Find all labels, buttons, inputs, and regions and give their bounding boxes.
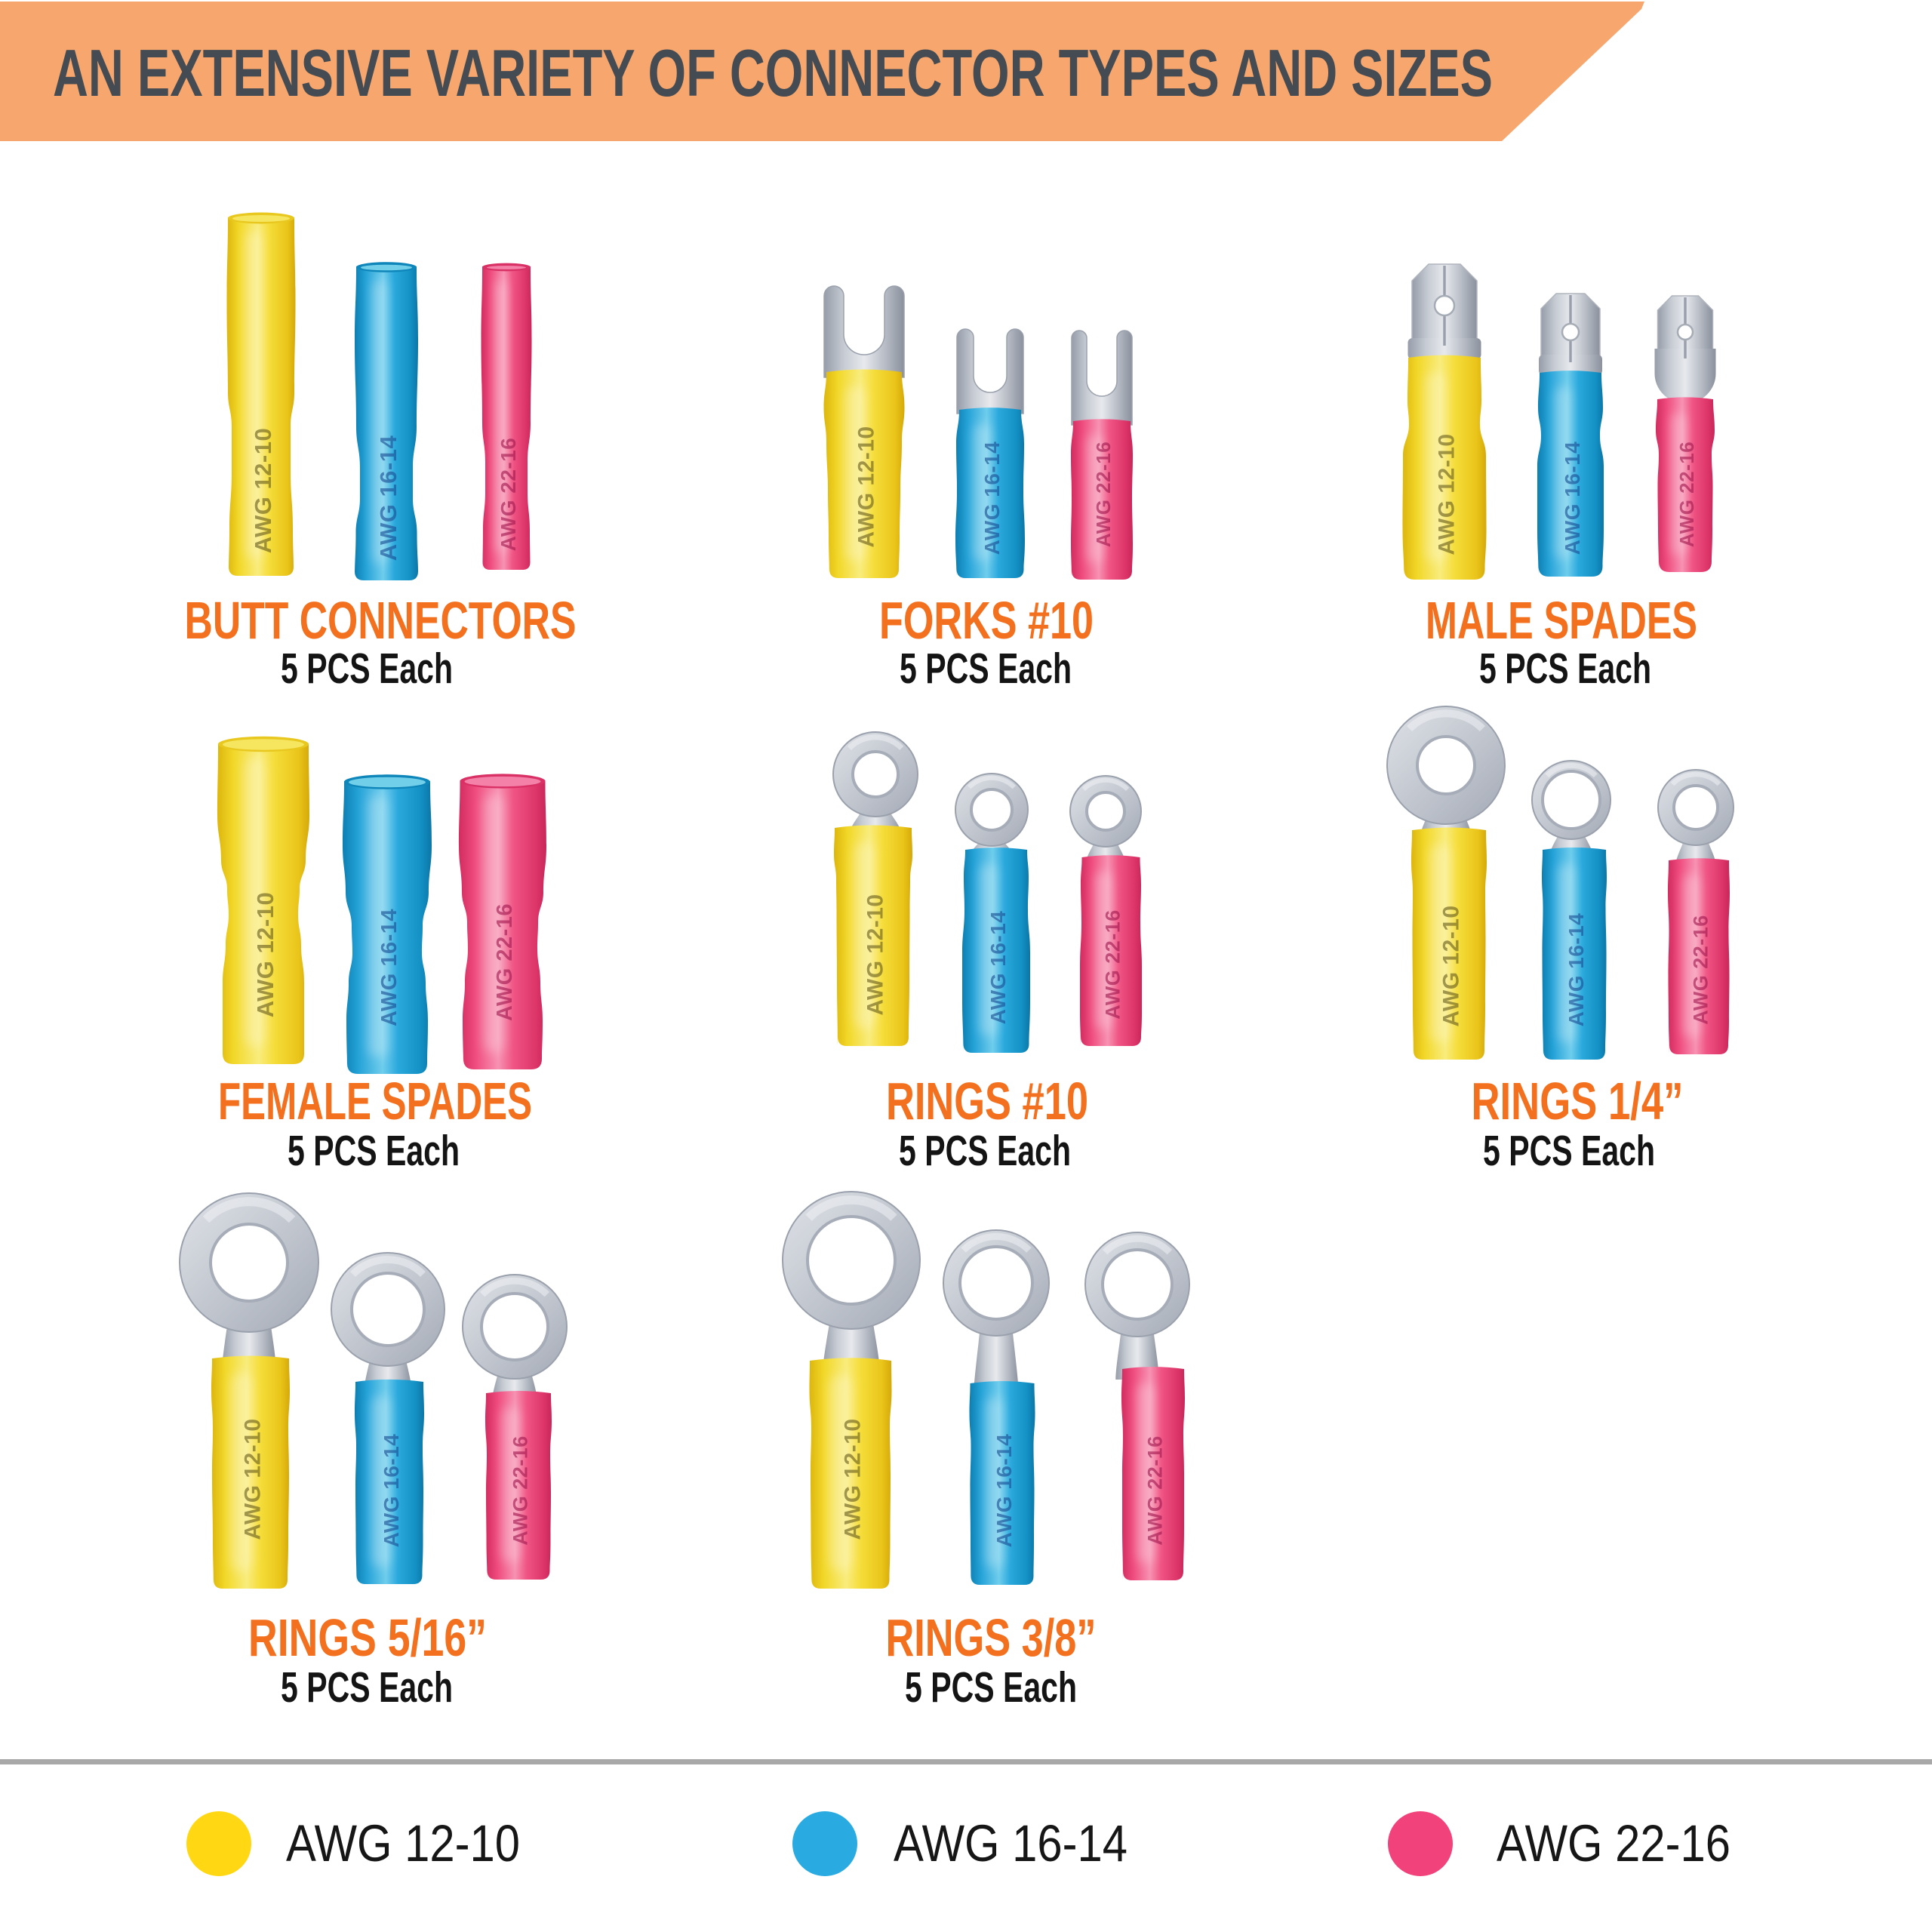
svg-text:AWG 22-16: AWG 22-16 bbox=[497, 438, 520, 552]
svg-text:AWG 12-10: AWG 12-10 bbox=[854, 426, 879, 547]
svg-text:AWG 12-10: AWG 12-10 bbox=[241, 1418, 266, 1540]
svg-text:AWG 12-10: AWG 12-10 bbox=[841, 1418, 866, 1540]
svg-text:5 PCS Each: 5 PCS Each bbox=[1479, 645, 1651, 693]
svg-text:AWG 12-10: AWG 12-10 bbox=[250, 428, 276, 553]
svg-text:RINGS #10: RINGS #10 bbox=[886, 1072, 1088, 1131]
svg-text:AWG 22-16: AWG 22-16 bbox=[1092, 441, 1115, 547]
svg-text:5 PCS Each: 5 PCS Each bbox=[905, 1663, 1077, 1712]
svg-text:AWG 22-16: AWG 22-16 bbox=[1675, 441, 1698, 547]
svg-text:AWG 12-10: AWG 12-10 bbox=[1435, 433, 1460, 555]
svg-text:AWG 16-14: AWG 16-14 bbox=[986, 911, 1010, 1025]
svg-text:AWG 22-16: AWG 22-16 bbox=[1497, 1814, 1730, 1872]
svg-text:AWG 16-14: AWG 16-14 bbox=[992, 1434, 1016, 1548]
svg-text:5 PCS Each: 5 PCS Each bbox=[281, 645, 453, 693]
svg-text:5 PCS Each: 5 PCS Each bbox=[281, 1663, 453, 1712]
svg-text:AWG 22-16: AWG 22-16 bbox=[493, 903, 517, 1021]
svg-text:5 PCS Each: 5 PCS Each bbox=[900, 645, 1072, 693]
svg-text:AWG 16-14: AWG 16-14 bbox=[1561, 441, 1584, 555]
svg-text:AWG 16-14: AWG 16-14 bbox=[980, 441, 1004, 555]
svg-text:AWG 12-10: AWG 12-10 bbox=[1439, 905, 1464, 1026]
svg-text:AWG 12-10: AWG 12-10 bbox=[863, 894, 888, 1015]
svg-text:RINGS 3/8”: RINGS 3/8” bbox=[886, 1608, 1097, 1667]
svg-text:RINGS 5/16”: RINGS 5/16” bbox=[248, 1608, 487, 1667]
svg-text:RINGS 1/4”: RINGS 1/4” bbox=[1472, 1072, 1684, 1131]
svg-text:AWG 16-14: AWG 16-14 bbox=[894, 1814, 1128, 1872]
svg-text:AWG 12-10: AWG 12-10 bbox=[252, 892, 278, 1017]
svg-text:AN EXTENSIVE VARIETY OF CONNEC: AN EXTENSIVE VARIETY OF CONNECTOR TYPES … bbox=[53, 35, 1493, 110]
svg-text:5 PCS Each: 5 PCS Each bbox=[1483, 1127, 1655, 1175]
svg-text:AWG 22-16: AWG 22-16 bbox=[1689, 915, 1712, 1025]
svg-text:FEMALE SPADES: FEMALE SPADES bbox=[218, 1072, 532, 1131]
svg-text:AWG 12-10: AWG 12-10 bbox=[286, 1814, 520, 1872]
svg-text:MALE SPADES: MALE SPADES bbox=[1426, 591, 1697, 650]
svg-text:AWG 16-14: AWG 16-14 bbox=[377, 909, 401, 1026]
svg-text:AWG 16-14: AWG 16-14 bbox=[380, 1434, 403, 1548]
svg-text:5 PCS Each: 5 PCS Each bbox=[899, 1127, 1071, 1175]
svg-text:AWG 16-14: AWG 16-14 bbox=[1564, 913, 1588, 1027]
svg-text:AWG 22-16: AWG 22-16 bbox=[509, 1435, 531, 1546]
svg-text:BUTT CONNECTORS: BUTT CONNECTORS bbox=[185, 591, 577, 650]
svg-text:AWG 16-14: AWG 16-14 bbox=[375, 435, 401, 561]
svg-text:AWG 22-16: AWG 22-16 bbox=[1101, 909, 1124, 1020]
svg-text:FORKS #10: FORKS #10 bbox=[879, 591, 1094, 650]
svg-text:AWG 22-16: AWG 22-16 bbox=[1143, 1435, 1166, 1546]
svg-text:5 PCS Each: 5 PCS Each bbox=[288, 1127, 460, 1175]
